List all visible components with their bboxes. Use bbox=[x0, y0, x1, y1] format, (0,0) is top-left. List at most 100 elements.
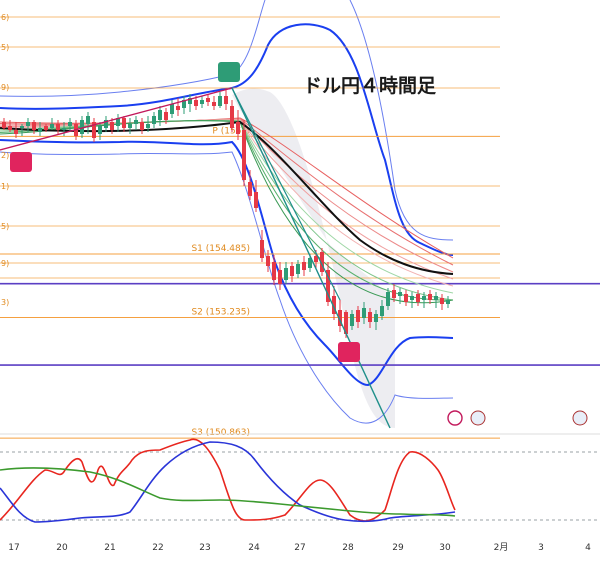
candle-body bbox=[434, 296, 438, 300]
candle-body bbox=[104, 120, 108, 128]
chart-title: ドル円４時間足 bbox=[303, 75, 437, 97]
x-tick-label: 23 bbox=[199, 543, 210, 553]
candle-body bbox=[284, 268, 288, 280]
candle-body bbox=[248, 182, 252, 196]
candle-body bbox=[410, 296, 414, 300]
candle-body bbox=[128, 124, 132, 128]
candle-body bbox=[296, 264, 300, 274]
candle-body bbox=[62, 128, 66, 130]
pivot-edge-label: 3) bbox=[1, 298, 9, 307]
event-marker-icon bbox=[447, 410, 463, 426]
candle-body bbox=[278, 270, 282, 284]
candle-body bbox=[158, 110, 162, 120]
candle-body bbox=[116, 118, 120, 126]
x-tick-label: 17 bbox=[8, 543, 19, 553]
band-upper-line bbox=[0, 23, 454, 256]
x-tick-label: 29 bbox=[392, 543, 404, 553]
candle-body bbox=[404, 294, 408, 302]
candle-body bbox=[344, 312, 348, 334]
band-outer-upper-right-line bbox=[349, 0, 454, 241]
trend-line bbox=[231, 87, 341, 301]
candle-body bbox=[206, 98, 210, 102]
candle-body bbox=[386, 292, 390, 306]
candle-body bbox=[26, 122, 30, 126]
candle-body bbox=[20, 126, 24, 128]
candle-body bbox=[224, 96, 228, 104]
ema-ribbon-line bbox=[0, 119, 454, 294]
chart-overlays bbox=[0, 62, 588, 429]
x-tick-label: 24 bbox=[248, 543, 260, 553]
signal-marker-pink bbox=[10, 152, 32, 172]
candle-body bbox=[230, 106, 234, 128]
band-lower-line bbox=[0, 139, 454, 387]
candle-body bbox=[302, 262, 306, 270]
candle-body bbox=[428, 294, 432, 300]
ema-ribbon-line bbox=[0, 120, 454, 301]
pivot-label-s2: S2 (153.235) bbox=[191, 308, 250, 318]
candle-body bbox=[272, 262, 276, 280]
flag-icon bbox=[572, 410, 588, 426]
candle-body bbox=[416, 294, 420, 302]
candle-body bbox=[164, 112, 168, 120]
pivot-edge-label: 5) bbox=[1, 222, 9, 231]
candle-body bbox=[374, 314, 378, 322]
candle-body bbox=[140, 122, 144, 130]
candle-body bbox=[326, 270, 330, 302]
candle-body bbox=[152, 116, 156, 124]
candle-body bbox=[56, 124, 60, 130]
trend-line bbox=[231, 87, 391, 429]
candle-body bbox=[170, 104, 174, 114]
candle-body bbox=[50, 124, 54, 128]
candle-body bbox=[398, 292, 402, 296]
candle-body bbox=[80, 120, 84, 134]
pivot-edge-label: 9) bbox=[1, 259, 9, 268]
candle-body bbox=[260, 240, 264, 258]
ema-ribbon-line bbox=[0, 120, 454, 301]
candle-body bbox=[338, 310, 342, 326]
x-tick-label: 2月 bbox=[494, 542, 509, 553]
candle-body bbox=[68, 122, 72, 126]
candle-body bbox=[92, 122, 96, 138]
candle-body bbox=[2, 122, 6, 128]
x-tick-label: 30 bbox=[439, 543, 451, 553]
candle-body bbox=[314, 256, 318, 262]
x-tick-label: 20 bbox=[56, 543, 68, 553]
candle-body bbox=[212, 102, 216, 106]
ema-ribbon-line bbox=[0, 119, 454, 287]
candle-body bbox=[218, 96, 222, 106]
osc-line-2 bbox=[0, 441, 456, 523]
osc-line-1 bbox=[0, 438, 456, 522]
candle-body bbox=[422, 296, 426, 300]
x-tick-label: 3 bbox=[538, 543, 544, 553]
candle-body bbox=[266, 256, 270, 266]
band-outer-upper-line bbox=[0, 0, 266, 97]
candle-body bbox=[392, 290, 396, 298]
candle-body bbox=[356, 310, 360, 322]
oscillator-panel bbox=[0, 433, 600, 523]
candle-body bbox=[290, 266, 294, 276]
candle-body bbox=[86, 116, 90, 124]
x-tick-label: 28 bbox=[342, 543, 354, 553]
candle-body bbox=[308, 258, 312, 268]
candle-body bbox=[368, 312, 372, 322]
candle-body bbox=[8, 126, 12, 130]
candle-body bbox=[98, 126, 102, 134]
signal-marker-pink bbox=[338, 342, 360, 362]
ema-main-line bbox=[0, 120, 454, 275]
flag-icon bbox=[470, 410, 486, 426]
x-tick-label: 22 bbox=[152, 543, 163, 553]
candle-body bbox=[44, 126, 48, 130]
candle-body bbox=[188, 98, 192, 104]
candle-body bbox=[14, 130, 18, 134]
candle-body bbox=[380, 306, 384, 316]
ema-ribbon-line bbox=[0, 120, 454, 304]
candle-body bbox=[182, 100, 186, 108]
candle-body bbox=[440, 298, 444, 304]
pivot-label-s3: S3 (150.863) bbox=[191, 428, 250, 438]
osc-line-3 bbox=[0, 467, 456, 517]
candle-body bbox=[242, 130, 246, 180]
x-tick-label: 4 bbox=[585, 543, 591, 553]
x-tick-label: 21 bbox=[104, 543, 115, 553]
candle-body bbox=[446, 300, 450, 304]
